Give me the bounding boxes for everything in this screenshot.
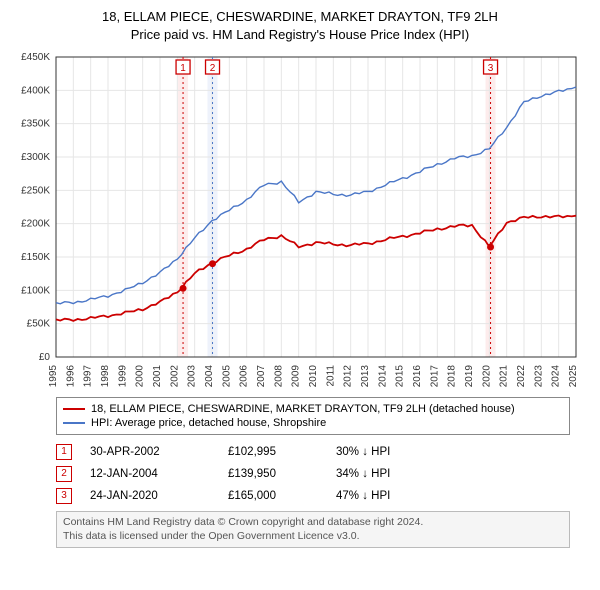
svg-text:1: 1 [180,63,186,74]
sale-date: 30-APR-2002 [90,446,210,458]
svg-text:2020: 2020 [481,365,492,388]
svg-text:2010: 2010 [308,365,319,388]
svg-text:1998: 1998 [100,365,111,388]
svg-text:£50K: £50K [27,319,51,330]
svg-text:2002: 2002 [169,365,180,388]
legend-swatch [63,408,85,410]
svg-text:2004: 2004 [204,365,215,388]
svg-text:2009: 2009 [291,365,302,388]
sale-date: 24-JAN-2020 [90,490,210,502]
legend-item: HPI: Average price, detached house, Shro… [63,416,563,430]
svg-text:2019: 2019 [464,365,475,388]
legend-label: HPI: Average price, detached house, Shro… [91,417,326,429]
sale-price: £139,950 [228,468,318,480]
sale-marker: 3 [56,488,72,504]
svg-text:2018: 2018 [447,365,458,388]
svg-text:2001: 2001 [152,365,163,388]
svg-text:2024: 2024 [551,365,562,388]
svg-text:1997: 1997 [83,365,94,388]
chart-area: £0 £50K £100K £150K £200K £250K £300K £350K £400… [10,49,590,389]
svg-text:2014: 2014 [377,365,388,388]
svg-text:2013: 2013 [360,365,371,388]
sale-row: 3 24-JAN-2020 £165,000 47% ↓ HPI [56,485,570,507]
svg-text:2008: 2008 [273,365,284,388]
attribution-line1: Contains HM Land Registry data © Crown c… [63,516,563,530]
svg-text:2: 2 [210,63,216,74]
legend-item: 18, ELLAM PIECE, CHESWARDINE, MARKET DRA… [63,402,563,416]
sale-row: 1 30-APR-2002 £102,995 30% ↓ HPI [56,441,570,463]
sale-marker: 2 [56,466,72,482]
svg-text:£300K: £300K [21,152,50,163]
chart-title: 18, ELLAM PIECE, CHESWARDINE, MARKET DRA… [10,8,590,43]
legend: 18, ELLAM PIECE, CHESWARDINE, MARKET DRA… [56,397,570,435]
sale-diff: 34% ↓ HPI [336,468,390,480]
svg-text:1995: 1995 [48,365,59,388]
sale-price: £102,995 [228,446,318,458]
svg-text:3: 3 [488,63,494,74]
svg-text:2023: 2023 [533,365,544,388]
legend-swatch [63,422,85,424]
svg-text:£450K: £450K [21,52,50,63]
svg-text:£0: £0 [39,352,51,363]
svg-text:£150K: £150K [21,252,50,263]
sales-table: 1 30-APR-2002 £102,995 30% ↓ HPI 2 12-JAN-200… [56,441,570,507]
svg-text:1996: 1996 [65,365,76,388]
svg-text:2021: 2021 [499,365,510,388]
line-chart: £0 £50K £100K £150K £200K £250K £300K £350K £400… [10,49,590,389]
svg-text:2003: 2003 [187,365,198,388]
svg-text:2012: 2012 [343,365,354,388]
svg-text:2006: 2006 [239,365,250,388]
attribution: Contains HM Land Registry data © Crown c… [56,511,570,548]
attribution-line2: This data is licensed under the Open Gov… [63,530,563,544]
legend-label: 18, ELLAM PIECE, CHESWARDINE, MARKET DRA… [91,403,515,415]
svg-text:£100K: £100K [21,285,50,296]
svg-text:£350K: £350K [21,119,50,130]
svg-text:2022: 2022 [516,365,527,388]
sale-diff: 30% ↓ HPI [336,446,390,458]
svg-text:2017: 2017 [429,365,440,388]
svg-text:£200K: £200K [21,219,50,230]
sale-date: 12-JAN-2004 [90,468,210,480]
svg-text:2025: 2025 [568,365,579,388]
svg-text:£250K: £250K [21,185,50,196]
svg-text:£400K: £400K [21,85,50,96]
sale-marker: 1 [56,444,72,460]
sale-price: £165,000 [228,490,318,502]
svg-text:1999: 1999 [117,365,128,388]
sale-row: 2 12-JAN-2004 £139,950 34% ↓ HPI [56,463,570,485]
title-line1: 18, ELLAM PIECE, CHESWARDINE, MARKET DRA… [10,8,590,26]
svg-text:2007: 2007 [256,365,267,388]
svg-text:2015: 2015 [395,365,406,388]
sale-diff: 47% ↓ HPI [336,490,390,502]
svg-text:2000: 2000 [135,365,146,388]
svg-text:2005: 2005 [221,365,232,388]
title-line2: Price paid vs. HM Land Registry's House … [10,26,590,44]
svg-text:2011: 2011 [325,365,336,387]
svg-text:2016: 2016 [412,365,423,388]
